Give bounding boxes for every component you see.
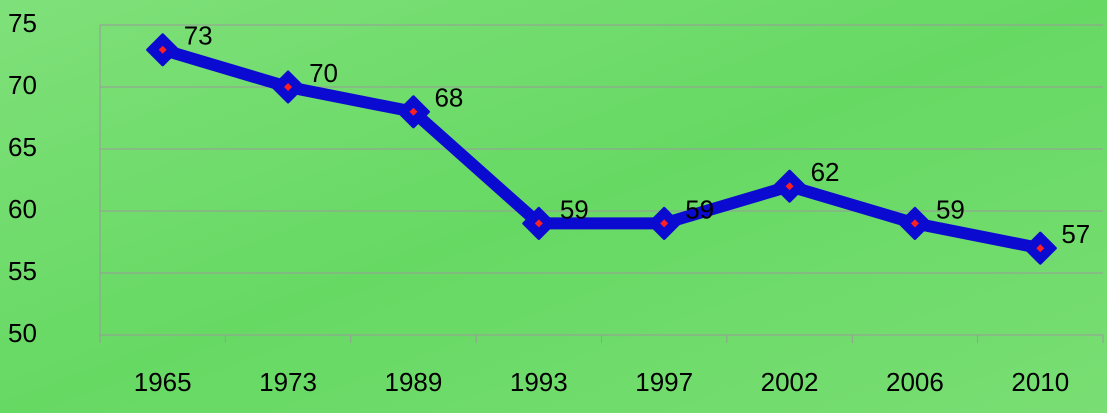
x-tick-label: 2002	[761, 367, 819, 397]
x-tick-label: 1989	[385, 367, 443, 397]
x-tick-label: 1993	[510, 367, 568, 397]
x-tick-label: 1997	[635, 367, 693, 397]
data-label: 59	[560, 194, 589, 224]
data-label: 73	[184, 21, 213, 51]
y-tick-label: 70	[8, 70, 37, 100]
y-tick-label: 65	[8, 132, 37, 162]
page: {"chart_data": {"type": "line", "categor…	[0, 0, 1107, 413]
data-label: 68	[434, 83, 463, 113]
data-label: 57	[1061, 219, 1090, 249]
data-label: 59	[685, 194, 714, 224]
x-tick-label: 2006	[886, 367, 944, 397]
data-label: 59	[936, 194, 965, 224]
data-label: 62	[811, 157, 840, 187]
data-label: 70	[309, 58, 338, 88]
x-tick-label: 1973	[259, 367, 317, 397]
y-tick-label: 55	[8, 256, 37, 286]
y-tick-label: 75	[8, 8, 37, 38]
y-tick-label: 60	[8, 194, 37, 224]
x-tick-label: 2010	[1011, 367, 1069, 397]
chart: 50 55 60 65 70 75 1965 1973 1989 1993 1997 2002 2006…	[0, 0, 1107, 413]
y-tick-label: 50	[8, 318, 37, 348]
x-tick-label: 1965	[134, 367, 192, 397]
